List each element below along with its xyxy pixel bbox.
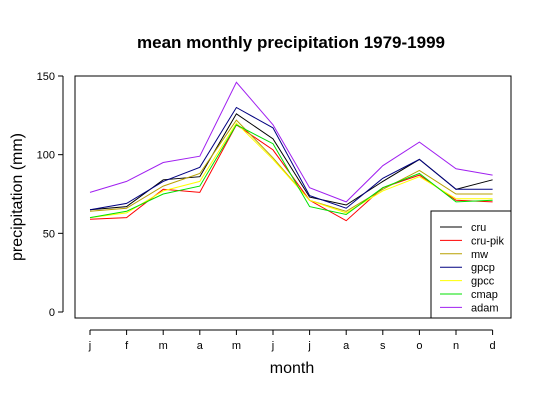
plot-area <box>74 75 512 319</box>
y-axis-label: precipitation (mm) <box>9 133 26 261</box>
x-tick-label: j <box>307 340 310 352</box>
x-axis-label: month <box>270 360 314 377</box>
legend-label-cmap: cmap <box>471 289 498 301</box>
x-tick-label: a <box>343 340 350 352</box>
legend-label-cru-pik: cru-pik <box>471 235 505 247</box>
x-tick-label: s <box>380 340 386 352</box>
series-lines <box>89 81 493 222</box>
x-tick-label: n <box>453 340 459 352</box>
legend-label-gpcp: gpcp <box>471 262 495 274</box>
series-line-mw <box>89 119 493 212</box>
y-tick-label: 100 <box>37 150 55 162</box>
series-line-cru-pik <box>89 124 493 222</box>
legend-label-adam: adam <box>471 302 499 314</box>
chart-title: mean monthly precipitation 1979-1999 <box>137 33 445 52</box>
y-tick-label: 50 <box>43 228 55 240</box>
x-tick-label: a <box>197 340 204 352</box>
y-tick-label: 150 <box>37 71 55 83</box>
series-line-gpcp <box>89 106 493 211</box>
legend-label-gpcc: gpcc <box>471 276 495 288</box>
x-tick-label: j <box>271 340 274 352</box>
x-tick-label: f <box>125 340 129 352</box>
x-tick-label: m <box>159 340 168 352</box>
x-tick-label: d <box>490 340 496 352</box>
legend-label-cru: cru <box>471 222 486 234</box>
x-tick-label: j <box>88 340 91 352</box>
x-tick-label: o <box>416 340 422 352</box>
series-line-adam <box>89 81 493 203</box>
axes: j f m a m j j a s o n d 0 50 100 150 <box>37 71 496 352</box>
y-tick-label: 0 <box>49 307 55 319</box>
x-tick-label: m <box>232 340 241 352</box>
series-line-gpcc <box>89 122 493 219</box>
legend-label-mw: mw <box>471 249 488 261</box>
series-line-cmap <box>89 124 493 219</box>
legend-box <box>430 210 512 319</box>
